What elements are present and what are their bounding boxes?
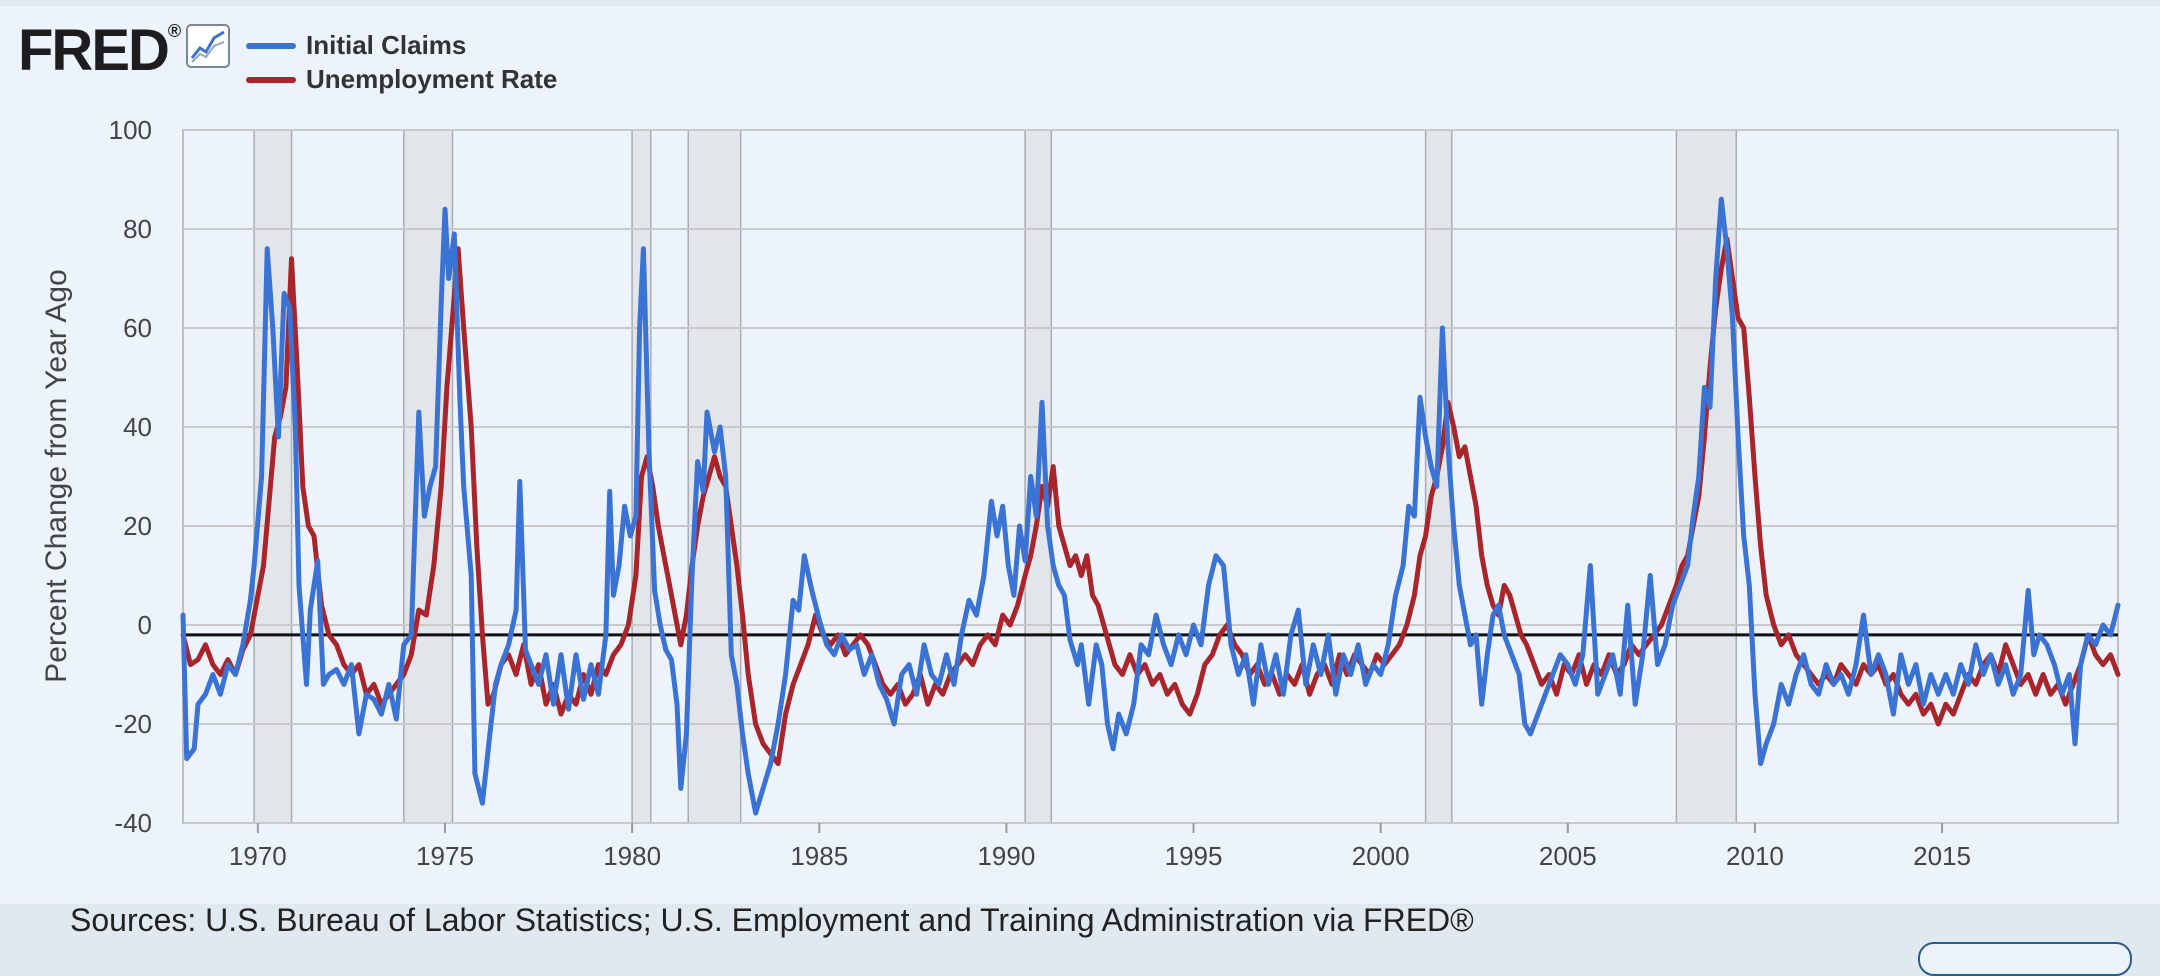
y-axis-ticks: 100 80 60 40 20 0 -20 -40	[109, 115, 152, 838]
share-button[interactable]	[1918, 942, 2132, 976]
x-tick-label: 1975	[416, 841, 474, 871]
footer-bar	[0, 904, 2160, 955]
x-tick-label: 1995	[1165, 841, 1223, 871]
y-tick-label: -40	[114, 808, 152, 838]
y-tick-label: -20	[114, 709, 152, 739]
legend-label: Initial Claims	[306, 30, 467, 60]
y-tick-label: 20	[123, 511, 152, 541]
x-tick-label: 2005	[1539, 841, 1597, 871]
legend-swatch-unemployment-rate	[246, 77, 296, 83]
x-tick-label: 2010	[1726, 841, 1784, 871]
legend-swatch-initial-claims	[246, 43, 296, 49]
y-tick-label: 60	[123, 313, 152, 343]
x-tick-label: 1985	[790, 841, 848, 871]
y-axis-title: Percent Change from Year Ago	[40, 269, 73, 683]
x-tick-label: 2015	[1913, 841, 1971, 871]
x-tick-label: 1990	[977, 841, 1035, 871]
x-tick-label: 1980	[603, 841, 661, 871]
series-lines	[180, 196, 2121, 816]
source-note: Sources: U.S. Bureau of Labor Statistics…	[70, 902, 1474, 938]
gridlines	[183, 129, 2118, 824]
legend-label: Unemployment Rate	[306, 64, 558, 94]
y-tick-label: 40	[123, 412, 152, 442]
series-line-initial-claims[interactable]	[180, 196, 2121, 816]
y-tick-label: 80	[123, 214, 152, 244]
fred-logo[interactable]: FRED®	[18, 18, 181, 83]
y-tick-label: 0	[138, 610, 152, 640]
x-tick-label: 1970	[229, 841, 287, 871]
recession-bands	[253, 129, 1737, 824]
chart-panel	[0, 6, 2160, 904]
y-tick-label: 100	[109, 115, 152, 145]
line-chart-icon[interactable]	[186, 24, 230, 68]
x-axis-ticks: 1970 1975 1980 1985 1990 1995 2000 2005 2010 2015	[229, 823, 1971, 871]
x-tick-label: 2000	[1352, 841, 1410, 871]
